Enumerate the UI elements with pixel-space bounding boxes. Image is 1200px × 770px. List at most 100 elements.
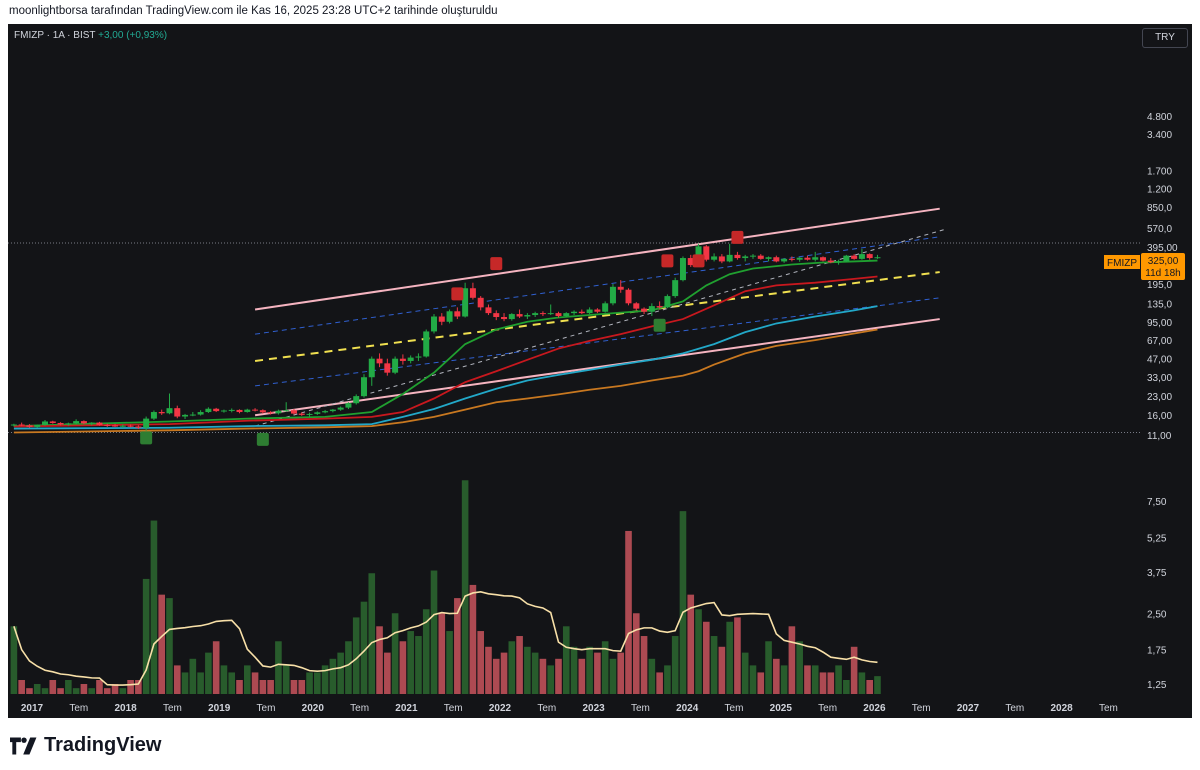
price-tag-value: 325,00: [1148, 256, 1179, 267]
candle-body: [104, 424, 111, 426]
price-axis-label: 4.800: [1147, 112, 1172, 123]
axes: 4.800 3.400 1.700 1.200 850,0 570,0 395,00 195,…: [21, 112, 1178, 714]
volume-bar: [866, 679, 873, 694]
candle-body: [306, 413, 313, 415]
volume-bars: [10, 480, 881, 694]
candle-body: [742, 256, 749, 259]
brand-name: TradingView: [44, 734, 162, 756]
candle-body: [26, 425, 33, 427]
volume-bar: [796, 641, 803, 694]
volume-bar: [345, 641, 352, 694]
volume-axis-label: 1,25: [1147, 680, 1167, 691]
price-axis-label: 3.400: [1147, 130, 1172, 141]
volume-bar: [197, 672, 204, 694]
candle-body: [734, 254, 741, 259]
volume-bar: [734, 617, 741, 694]
currency-button[interactable]: TRY: [1142, 28, 1188, 48]
price-axis-label: 95,00: [1147, 318, 1172, 329]
candle-body: [112, 425, 119, 427]
candle-body: [438, 316, 445, 322]
volume-bar: [135, 679, 142, 694]
candle-body: [431, 316, 438, 332]
symbol-legend[interactable]: FMIZP · 1A · BIST +3,00 (+0,93%): [14, 30, 167, 41]
candle-body: [166, 408, 173, 414]
volume-bar: [687, 594, 695, 694]
volume-bar: [601, 641, 609, 694]
candle-body: [127, 425, 134, 427]
price-axis-label: 67,00: [1147, 336, 1172, 347]
volume-bar: [454, 598, 461, 694]
candle-body: [213, 408, 220, 412]
volume-bar: [236, 679, 243, 694]
chart-panel[interactable]: [8, 24, 1192, 718]
time-axis-label: Tem: [444, 703, 463, 714]
volume-bar: [368, 573, 376, 694]
time-axis-label: Tem: [1099, 703, 1118, 714]
candle-body: [477, 297, 484, 308]
moving-averages: [13, 259, 878, 434]
volume-bar: [632, 613, 640, 694]
volume-bar: [26, 688, 33, 694]
candle-body: [679, 258, 686, 281]
candle-body: [493, 313, 500, 318]
channel-upper: [254, 207, 940, 311]
volume-bar: [251, 672, 259, 694]
candle-body: [625, 289, 632, 304]
volume-bar: [469, 584, 477, 694]
candle-body: [267, 412, 274, 414]
candle-body: [765, 257, 772, 259]
volume-bar: [555, 658, 562, 694]
volume-bar: [594, 652, 601, 694]
volume-bar: [290, 679, 298, 694]
volume-bar: [438, 613, 446, 694]
candle-body: [360, 377, 367, 397]
candle-body: [843, 255, 850, 262]
candle-body: [656, 306, 663, 308]
price-tag-countdown: 11d 18h: [1145, 268, 1180, 279]
candle-body: [726, 254, 733, 262]
candle-body: [314, 412, 321, 414]
volume-bar: [352, 617, 360, 694]
volume-bar: [142, 578, 150, 694]
candle-body: [633, 303, 640, 309]
volume-bar: [96, 679, 103, 694]
volume-bar: [811, 665, 819, 694]
candle-body: [259, 410, 266, 413]
candle-body: [197, 412, 204, 415]
volume-bar: [173, 665, 181, 694]
price-axis-label: 1.200: [1147, 185, 1172, 196]
price-axis-label: 11,00: [1147, 431, 1172, 442]
time-axis-label: Tem: [1005, 703, 1024, 714]
candle-body: [143, 418, 150, 428]
candle-body: [228, 409, 235, 411]
volume-bar: [446, 631, 453, 694]
time-axis-label: Tem: [69, 703, 88, 714]
price-axis-label: 195,0: [1147, 280, 1172, 291]
candle-body: [501, 317, 508, 320]
candle-body: [298, 413, 305, 415]
volume-bar: [267, 679, 274, 694]
volume-bar: [648, 658, 656, 694]
volume-bar: [718, 646, 726, 694]
tradingview-logo[interactable]: TradingView: [10, 734, 161, 757]
channel-midline: [254, 271, 940, 362]
candle-body: [641, 308, 648, 312]
volume-bar: [33, 684, 41, 694]
candle-body: [57, 422, 64, 425]
channel-lower: [254, 318, 940, 417]
volume-bar: [49, 679, 57, 694]
time-axis-label: Tem: [725, 703, 744, 714]
volume-bar: [835, 665, 842, 694]
price-tag-symbol-bg: [1104, 255, 1140, 269]
volume-bar: [407, 631, 414, 694]
volume-bar: [65, 679, 72, 694]
volume-bar: [773, 658, 780, 694]
candle-body: [376, 358, 383, 364]
change-label: +3,00 (+0,93%): [98, 30, 168, 41]
volume-bar: [679, 511, 687, 694]
volume-bar: [562, 626, 570, 694]
candle-body: [415, 356, 422, 358]
volume-bar: [189, 658, 197, 694]
candle-body: [322, 411, 329, 413]
